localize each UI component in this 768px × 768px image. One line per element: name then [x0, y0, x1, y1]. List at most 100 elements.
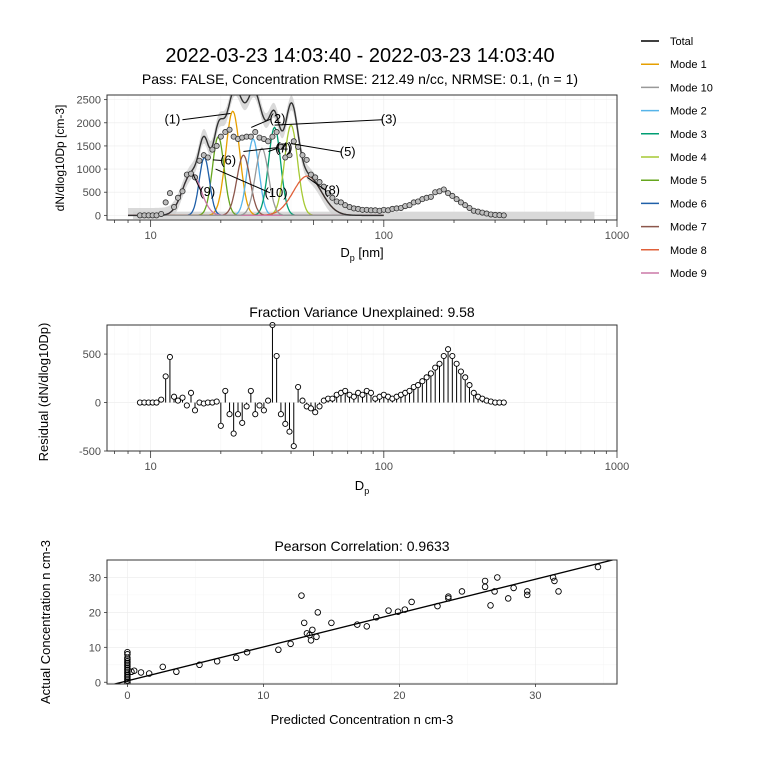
correlation-point [445, 595, 452, 602]
residual-point [466, 382, 473, 389]
observed-point [445, 190, 452, 197]
observed-point [269, 133, 276, 140]
correlation-y-tick-label: 0 [95, 677, 101, 689]
residual-point [312, 409, 319, 416]
residual-point [432, 364, 439, 371]
residual-point [367, 389, 375, 396]
correlation-point [232, 654, 240, 662]
mode-annotation-label: (2) [270, 111, 286, 126]
correlation-y-tick-label: 20 [89, 607, 101, 619]
residual-x-tick-label: 1000 [605, 461, 629, 473]
observed-point [440, 186, 447, 193]
correlation-panel: Pearson Correlation: 0.9633 0 10 20 30 0 10 20… [38, 538, 618, 727]
correlation-point [159, 663, 167, 671]
correlation-point [313, 633, 320, 641]
residual-point [252, 411, 259, 418]
correlation-frame [106, 559, 618, 685]
observed-point [162, 199, 169, 206]
residual-axes: 10 100 1000 -500 0 500 [79, 349, 629, 473]
correlation-point [523, 591, 531, 599]
correlation-grid [107, 559, 617, 684]
distribution-y-tick-label: 2000 [77, 118, 101, 130]
correlation-point [401, 606, 409, 613]
correlation-point [434, 602, 441, 610]
correlation-y-tick-label: 30 [89, 572, 101, 584]
correlation-point [363, 623, 371, 630]
observed-point [303, 156, 310, 163]
correlation-point [196, 661, 203, 669]
correlation-point [373, 614, 380, 621]
residual-frame [106, 324, 618, 452]
correlation-point [494, 574, 501, 581]
correlation-point [458, 588, 466, 595]
correlation-point [408, 598, 415, 606]
correlation-point [491, 588, 498, 595]
legend-item-label: Mode 4 [670, 152, 707, 164]
residual-point [470, 389, 477, 396]
correlation-point [124, 658, 131, 665]
mode-annotation-leader [251, 118, 272, 128]
residual-point [239, 419, 246, 426]
residual-y-tick-label: 0 [95, 398, 101, 410]
residual-point [191, 407, 199, 414]
residual-point [158, 396, 165, 403]
observed-point [325, 190, 332, 197]
distribution-frame [106, 94, 618, 221]
legend: Total Mode 1 Mode 10 Mode 2 Mode 3 Mode 4 Mode… [641, 36, 713, 280]
correlation-ylabel: Actual Concentration n cm-3 [38, 540, 53, 704]
observed-point [166, 190, 173, 197]
mode-annotation-label: (9) [199, 184, 215, 199]
residual-point [153, 399, 160, 406]
residual-point [299, 397, 306, 404]
correlation-point [300, 619, 308, 627]
residual-point [406, 387, 413, 394]
observed-point [217, 133, 224, 140]
correlation-point [523, 588, 531, 595]
residual-point [436, 360, 443, 367]
residual-point [226, 411, 233, 418]
legend-item-label: Total [670, 36, 693, 48]
residual-point [222, 387, 229, 394]
residual-point [170, 393, 178, 400]
residual-y-tick-label: 500 [83, 349, 101, 361]
residual-point [445, 346, 452, 353]
mode-annotation-leader [268, 147, 278, 152]
legend-item-label: Mode 8 [670, 245, 707, 257]
residual-point [350, 393, 357, 400]
observed-point [286, 152, 293, 159]
observed-point [277, 143, 284, 150]
correlation-point [487, 602, 494, 609]
fit-line [112, 560, 616, 684]
legend-item-label: Mode 9 [670, 268, 707, 280]
residual-point [423, 374, 430, 381]
correlation-point [510, 584, 517, 592]
observed-point [466, 204, 473, 211]
observed-point [312, 174, 319, 181]
correlation-title: Pearson Correlation: 0.9633 [274, 538, 449, 554]
distribution-ylabel: dN/dlog10Dp [cm-3] [53, 105, 67, 212]
residual-point [329, 395, 336, 402]
correlation-point [307, 637, 315, 644]
residual-point [256, 402, 263, 409]
residual-plot [136, 321, 507, 450]
mode-annotation-label: (7) [275, 140, 291, 155]
observed-point [226, 126, 233, 133]
residual-point [342, 387, 349, 394]
distribution-y-tick-label: 1000 [77, 164, 101, 176]
observed-point [273, 129, 280, 136]
residual-point [457, 368, 464, 375]
mode-annotation-label: (5) [340, 144, 356, 159]
observed-point [174, 194, 181, 201]
correlation-point [594, 563, 602, 571]
mode-annotation-label: (10) [264, 185, 287, 200]
legend-item-label: Mode 2 [670, 106, 707, 118]
correlation-point [309, 626, 316, 634]
correlation-point [551, 577, 558, 585]
observed-point [462, 202, 469, 209]
residual-point [307, 405, 314, 412]
observed-point [427, 193, 434, 200]
residual-title: Fraction Variance Unexplained: 9.58 [249, 304, 475, 320]
residual-y-tick-label: -500 [79, 446, 101, 458]
mode-annotation-label: (1) [164, 112, 180, 127]
